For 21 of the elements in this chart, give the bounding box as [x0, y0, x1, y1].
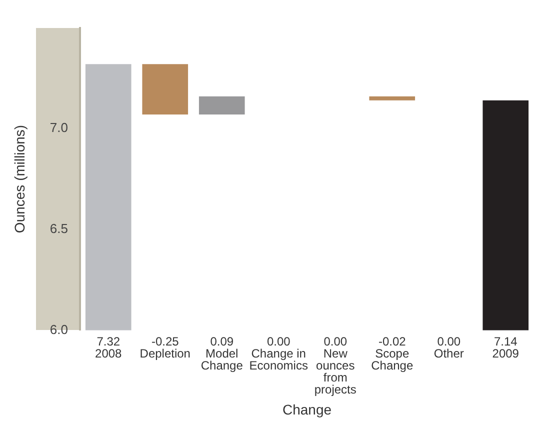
x-tick-label: New ounces from projects: [314, 346, 356, 397]
y-tick-label: 6.5: [50, 220, 68, 236]
x-tick-label: Scope Change: [371, 346, 414, 373]
x-tick-label: Depletion: [140, 346, 190, 361]
x-tick-label: 2009: [492, 346, 520, 361]
x-tick-label: 2008: [95, 346, 122, 361]
data-label: 0.00: [324, 334, 348, 349]
data-label: 0.09: [210, 334, 234, 349]
y-tick-label: 7.0: [50, 120, 68, 136]
data-label: -0.02: [378, 334, 406, 349]
data-label: 0.00: [266, 334, 291, 349]
x-axis-title: Change: [282, 401, 332, 418]
x-tick-label: Other: [434, 346, 464, 361]
data-label: -0.25: [151, 334, 180, 349]
x-tick-label: Model Change: [200, 346, 244, 373]
x-tick-label: Change in Economics: [249, 346, 308, 373]
data-label: 7.14: [494, 334, 518, 349]
y-axis-title: Ounces (millions): [11, 124, 28, 234]
data-label: 7.32: [96, 334, 120, 349]
data-label: 0.00: [437, 334, 461, 349]
y-tick-label: 6.0: [50, 322, 68, 337]
